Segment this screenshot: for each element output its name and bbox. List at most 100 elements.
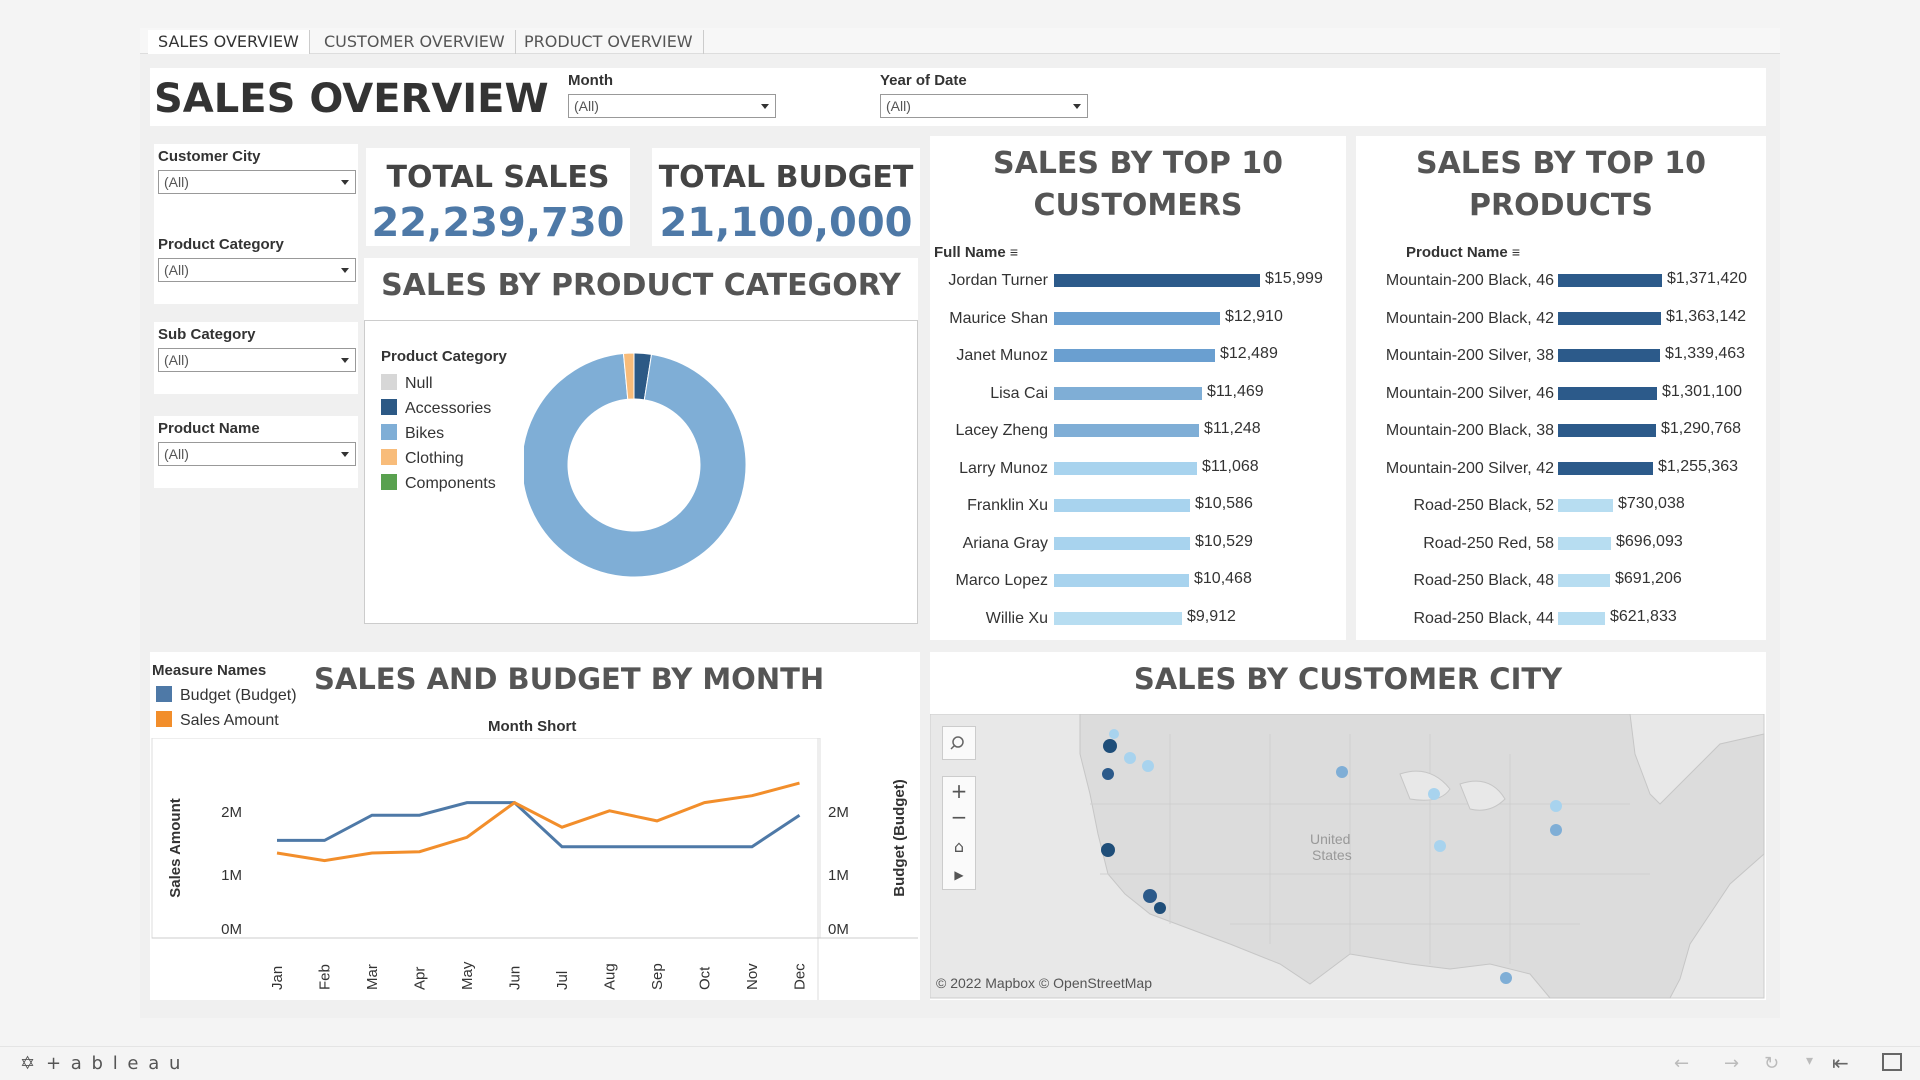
tab-customer-overview[interactable]: CUSTOMER OVERVIEW — [314, 30, 516, 54]
map-zoom-controls: + − ⌂ ▶ — [942, 776, 976, 890]
bar-mark[interactable] — [1558, 349, 1660, 362]
bar-mark[interactable] — [1558, 311, 1661, 325]
page-title: SALES OVERVIEW — [154, 76, 549, 122]
undo-icon[interactable]: ← — [1674, 1053, 1690, 1074]
bar-mark[interactable] — [1054, 536, 1190, 550]
bar-mark[interactable] — [1558, 274, 1662, 287]
bar-value-label: $11,469 — [1207, 382, 1264, 400]
year-filter-select[interactable]: (All) — [880, 94, 1088, 118]
legend-swatch — [156, 686, 172, 702]
legend-item-components[interactable]: Components — [381, 474, 496, 499]
us-map[interactable]: United States © 2022 Mapbox © OpenStreet… — [930, 714, 1766, 1000]
bar-mark[interactable] — [1558, 536, 1611, 550]
bar-mark[interactable] — [1558, 574, 1610, 587]
city-marker[interactable] — [1550, 824, 1562, 836]
product-name-header[interactable]: Product Name ≡ — [1406, 244, 1520, 261]
bar-mark[interactable] — [1558, 386, 1657, 400]
bar-value-label: $1,363,142 — [1666, 307, 1747, 325]
dropdown-icon[interactable]: ▾ — [1806, 1053, 1814, 1069]
full-name-header[interactable]: Full Name ≡ — [934, 244, 1018, 261]
month-filter-label: Month — [568, 72, 613, 89]
tab-bar: SALES OVERVIEW CUSTOMER OVERVIEW PRODUCT… — [140, 28, 1780, 54]
pause-updates-icon[interactable]: ⇤ — [1832, 1051, 1849, 1075]
bar-mark[interactable] — [1054, 611, 1182, 625]
bar-mark[interactable] — [1558, 611, 1605, 625]
city-marker[interactable] — [1154, 902, 1166, 914]
city-marker[interactable] — [1142, 760, 1154, 772]
city-marker[interactable] — [1434, 840, 1446, 852]
zoom-in-button[interactable]: + — [943, 777, 975, 805]
bar-mark[interactable] — [1054, 386, 1202, 400]
x-tick-label: Oct — [697, 966, 714, 990]
bar-value-label: $12,910 — [1225, 307, 1283, 325]
year-filter-label: Year of Date — [880, 72, 967, 89]
sub-category-select[interactable]: (All) — [158, 348, 356, 372]
bar-mark[interactable] — [1054, 349, 1215, 362]
bar-mark[interactable] — [1558, 424, 1656, 437]
bar-mark[interactable] — [1558, 461, 1653, 475]
city-marker[interactable] — [1102, 768, 1114, 780]
y-tick-right: 0M — [828, 921, 849, 938]
bar-mark[interactable] — [1054, 574, 1189, 587]
category-donut-chart[interactable] — [524, 350, 844, 580]
product-name-select[interactable]: (All) — [158, 442, 356, 466]
city-marker[interactable] — [1109, 729, 1119, 739]
bar-mark[interactable] — [1054, 461, 1197, 475]
customer-city-select[interactable]: (All) — [158, 170, 356, 194]
category-legend-title: Product Category — [381, 348, 507, 365]
y-axis-left-label: Sales Amount — [167, 798, 184, 897]
legend-item-sales-amount[interactable]: Sales Amount — [156, 711, 279, 730]
customer-city-value: (All) — [164, 174, 189, 190]
city-marker[interactable] — [1500, 972, 1512, 984]
sales-budget-line-chart[interactable]: 0M 0M 1M 1M 2M 2M Sales Amount Budget (Budget) J… — [150, 738, 920, 1000]
zoom-out-button[interactable]: − — [943, 805, 975, 833]
map-search-button[interactable] — [942, 726, 976, 760]
bar-mark[interactable] — [1054, 424, 1199, 437]
revert-icon[interactable]: ↻ — [1764, 1053, 1780, 1074]
city-marker[interactable] — [1428, 788, 1440, 800]
bar-mark[interactable] — [1054, 274, 1260, 287]
y-tick-right: 2M — [828, 804, 849, 821]
bar-mark[interactable] — [1054, 499, 1190, 512]
tableau-brand: + a b l e a u — [46, 1053, 183, 1074]
legend-swatch — [381, 399, 397, 415]
reset-map-button[interactable]: ⌂ — [943, 833, 975, 861]
city-marker[interactable] — [1143, 889, 1157, 903]
bar-category-label: Marco Lopez — [955, 572, 1049, 589]
donut-slice-clothing[interactable] — [622, 352, 635, 400]
legend-item-null[interactable]: Null — [381, 374, 496, 399]
y-tick-left: 1M — [221, 867, 242, 884]
legend-swatch — [381, 474, 397, 490]
city-marker[interactable] — [1103, 739, 1117, 753]
city-marker[interactable] — [1550, 800, 1562, 812]
x-tick-label: Jul — [554, 971, 571, 990]
tab-product-overview[interactable]: PRODUCT OVERVIEW — [514, 30, 704, 54]
series-line-sales-amount[interactable] — [276, 781, 800, 863]
tab-sales-overview[interactable]: SALES OVERVIEW — [148, 30, 310, 54]
redo-icon[interactable]: → — [1724, 1053, 1740, 1074]
series-line-budget-budget-[interactable] — [277, 801, 801, 849]
product-category-select[interactable]: (All) — [158, 258, 356, 282]
legend-item-clothing[interactable]: Clothing — [381, 449, 496, 474]
bar-mark[interactable] — [1054, 311, 1220, 325]
legend-item-budget[interactable]: Budget (Budget) — [156, 686, 297, 705]
legend-label: Null — [405, 375, 433, 392]
city-marker[interactable] — [1336, 766, 1348, 778]
measure-names-legend-title: Measure Names — [152, 662, 267, 679]
country-label-1: United — [1310, 831, 1350, 847]
product-category-filter: Product Category (All) — [154, 232, 358, 304]
legend-item-accessories[interactable]: Accessories — [381, 399, 496, 424]
city-marker[interactable] — [1124, 752, 1136, 764]
donut-slice-bikes[interactable] — [524, 352, 747, 578]
legend-item-bikes[interactable]: Bikes — [381, 424, 496, 449]
bar-category-label: Mountain-200 Black, 38 — [1385, 422, 1554, 439]
bar-value-label: $1,371,420 — [1667, 270, 1748, 287]
sort-icon[interactable]: ≡ — [1009, 244, 1019, 260]
bar-mark[interactable] — [1558, 499, 1613, 512]
fullscreen-icon[interactable] — [1882, 1053, 1902, 1071]
sort-icon[interactable]: ≡ — [1511, 244, 1521, 260]
total-sales-value: 22,239,730 — [371, 200, 625, 246]
map-tools-button[interactable]: ▶ — [943, 861, 975, 889]
city-marker[interactable] — [1101, 843, 1115, 857]
month-filter-select[interactable]: (All) — [568, 94, 776, 118]
